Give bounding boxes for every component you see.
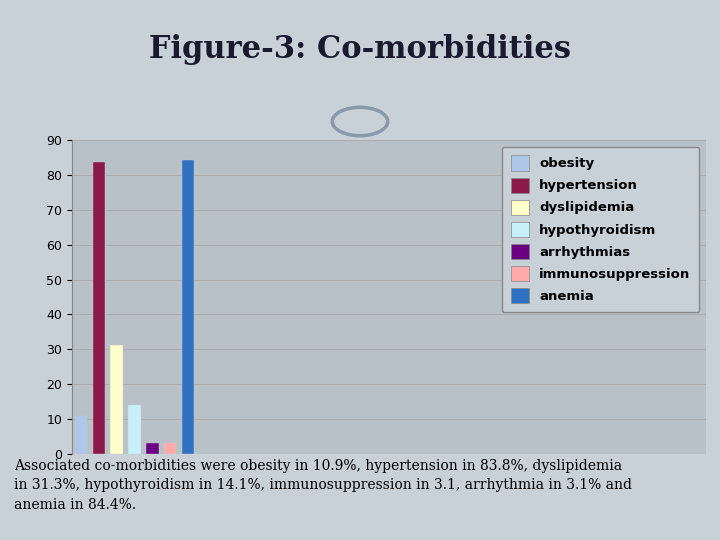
Bar <box>75 416 87 454</box>
Text: Figure-3: Co-morbidities: Figure-3: Co-morbidities <box>149 35 571 65</box>
Bar <box>128 404 140 454</box>
Bar <box>181 160 194 454</box>
Bar <box>164 443 176 454</box>
Text: Associated co-morbidities were obesity in 10.9%, hypertension in 83.8%, dyslipid: Associated co-morbidities were obesity i… <box>14 459 632 512</box>
Legend: obesity, hypertension, dyslipidemia, hypothyroidism, arrhythmias, immunosuppress: obesity, hypertension, dyslipidemia, hyp… <box>502 147 699 312</box>
Bar <box>110 345 123 454</box>
Bar <box>93 162 105 454</box>
Bar <box>146 443 158 454</box>
